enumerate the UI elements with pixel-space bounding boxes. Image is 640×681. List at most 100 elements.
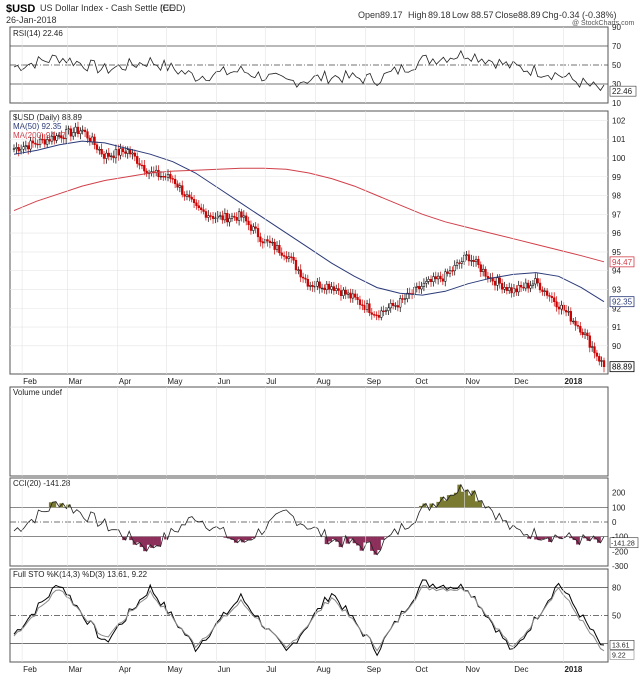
candle-body xyxy=(459,263,461,264)
candle-body xyxy=(174,179,176,184)
candle-body xyxy=(60,136,62,138)
candle-body xyxy=(295,260,297,270)
sto-k-value-label: 13.61 xyxy=(612,642,630,649)
candle-body xyxy=(371,313,373,315)
candle-body xyxy=(72,133,74,137)
candle-body xyxy=(319,282,321,288)
candle-body xyxy=(300,270,302,277)
candle-body xyxy=(58,136,60,137)
candle-body xyxy=(350,293,352,298)
candle-body xyxy=(518,285,520,292)
cci-tick-label: -200 xyxy=(612,547,629,556)
cci-pos-fill xyxy=(475,501,479,507)
candle-body xyxy=(354,294,356,297)
candle-body xyxy=(307,279,309,286)
candle-body xyxy=(551,296,553,297)
candle-body xyxy=(169,174,171,178)
cci-neg-fill xyxy=(541,537,545,539)
candle-body xyxy=(421,286,423,289)
candle-body xyxy=(91,137,93,142)
candle-body xyxy=(482,269,484,272)
month-label-top: Mar xyxy=(68,377,82,386)
candle-body xyxy=(321,288,323,289)
candle-body xyxy=(437,276,439,279)
candle-body xyxy=(335,289,337,291)
candle-body xyxy=(63,138,65,139)
candle-body xyxy=(51,136,53,141)
price-tick-label: 94 xyxy=(612,267,621,276)
candle-body xyxy=(449,270,451,273)
rsi-tick-label: 10 xyxy=(612,99,621,108)
price-tick-label: 101 xyxy=(612,135,626,144)
candle-body xyxy=(297,270,299,271)
candle-body xyxy=(215,218,217,219)
candle-body xyxy=(494,281,496,285)
candle-body xyxy=(584,333,586,335)
candle-body xyxy=(27,146,29,149)
ma50-legend: MA(50) 92.35 xyxy=(13,122,62,131)
close-value: 88.89 xyxy=(518,10,541,20)
cci-neg-fill xyxy=(248,537,252,540)
price-badge-label: 94.47 xyxy=(612,258,633,267)
candle-body xyxy=(468,255,470,261)
month-label-bottom: Apr xyxy=(119,665,132,674)
cci-neg-fill xyxy=(367,537,371,542)
candle-body xyxy=(162,176,164,177)
candle-body xyxy=(454,265,456,271)
candle-body xyxy=(260,237,262,242)
month-label-top: May xyxy=(167,377,182,386)
candle-body xyxy=(383,311,385,312)
rsi-tick-label: 90 xyxy=(612,23,621,32)
price-tick-label: 102 xyxy=(612,116,626,125)
candle-body xyxy=(376,315,378,316)
candle-body xyxy=(404,299,406,300)
candle-body xyxy=(203,210,205,212)
candle-body xyxy=(77,127,79,134)
rsi-value-label: 22.46 xyxy=(612,87,633,96)
month-label-top: Nov xyxy=(466,377,480,386)
candle-body xyxy=(601,361,603,362)
candle-body xyxy=(193,199,195,203)
candle-body xyxy=(207,216,209,218)
candle-body xyxy=(113,156,115,158)
candle-body xyxy=(139,164,141,166)
candle-body xyxy=(395,305,397,306)
candle-body xyxy=(158,170,160,177)
candle-body xyxy=(447,272,449,274)
month-label-bottom: Aug xyxy=(316,665,330,674)
candle-body xyxy=(269,241,271,243)
candle-body xyxy=(331,287,333,290)
candle-body xyxy=(347,293,349,294)
candle-body xyxy=(423,283,425,286)
candle-body xyxy=(591,347,593,348)
candle-body xyxy=(312,285,314,286)
candle-body xyxy=(364,305,366,309)
candle-body xyxy=(444,272,446,281)
candle-body xyxy=(243,216,245,217)
candle-body xyxy=(87,132,89,138)
candle-body xyxy=(309,285,311,286)
candle-body xyxy=(134,153,136,156)
candle-body xyxy=(124,152,126,154)
candle-body xyxy=(565,310,567,312)
candle-body xyxy=(553,298,555,302)
month-label-bottom: Sep xyxy=(367,665,382,674)
volume-legend: Volume undef xyxy=(13,388,63,397)
cci-neg-fill xyxy=(237,537,241,540)
candle-body xyxy=(186,195,188,197)
candle-body xyxy=(245,216,247,221)
candle-body xyxy=(594,347,596,353)
candle-body xyxy=(378,315,380,317)
month-label-bottom: Feb xyxy=(23,665,37,674)
candle-body xyxy=(110,156,112,157)
candle-body xyxy=(23,147,25,149)
price-tick-label: 95 xyxy=(612,248,621,257)
candle-body xyxy=(558,307,560,309)
candle-body xyxy=(485,269,487,276)
candle-body xyxy=(293,257,295,260)
candle-body xyxy=(305,278,307,279)
price-tick-label: 91 xyxy=(612,323,621,332)
candle-body xyxy=(18,147,20,151)
candle-body xyxy=(340,291,342,296)
